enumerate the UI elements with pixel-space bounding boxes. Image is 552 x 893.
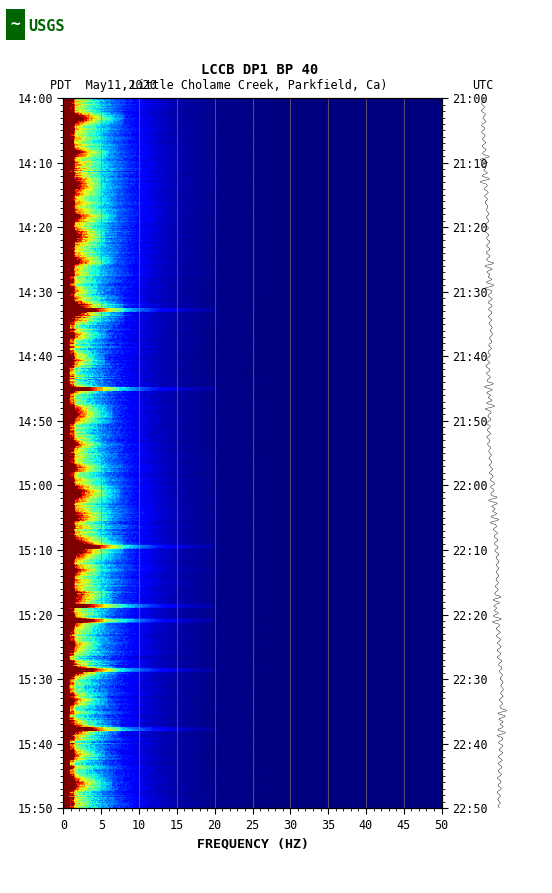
Text: USGS: USGS: [29, 20, 65, 34]
Text: ~: ~: [9, 18, 21, 31]
FancyBboxPatch shape: [6, 9, 25, 40]
X-axis label: FREQUENCY (HZ): FREQUENCY (HZ): [197, 837, 309, 850]
Text: UTC: UTC: [472, 79, 493, 92]
Text: Little Cholame Creek, Parkfield, Ca): Little Cholame Creek, Parkfield, Ca): [131, 79, 388, 92]
Text: PDT  May11,2020: PDT May11,2020: [50, 79, 157, 92]
Text: LCCB DP1 BP 40: LCCB DP1 BP 40: [201, 63, 318, 77]
